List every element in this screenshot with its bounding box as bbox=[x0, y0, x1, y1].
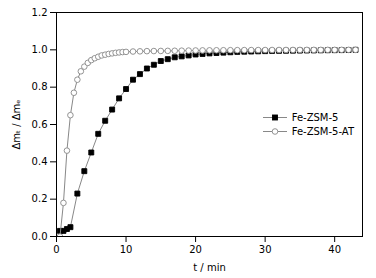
svg-text:t / min: t / min bbox=[193, 262, 226, 273]
svg-text:0.8: 0.8 bbox=[32, 81, 48, 92]
svg-text:40: 40 bbox=[328, 244, 341, 255]
svg-text:1.2: 1.2 bbox=[32, 7, 48, 18]
svg-text:1.0: 1.0 bbox=[32, 44, 48, 55]
svg-text:20: 20 bbox=[189, 244, 202, 255]
svg-text:30: 30 bbox=[259, 244, 272, 255]
svg-text:0: 0 bbox=[53, 244, 59, 255]
svg-text:Δmₜ / Δmₑ: Δmₜ / Δmₑ bbox=[11, 99, 22, 149]
svg-text:10: 10 bbox=[120, 244, 133, 255]
html-text:Fe-ZSM-5-AT: Fe-ZSM-5-AT bbox=[291, 125, 354, 137]
svg-text:0.6: 0.6 bbox=[32, 119, 48, 130]
svg-text:0.4: 0.4 bbox=[32, 156, 48, 167]
svg-text:0.2: 0.2 bbox=[32, 193, 48, 204]
svg-text:0.0: 0.0 bbox=[32, 231, 48, 242]
html-text:Fe-ZSM-5: Fe-ZSM-5 bbox=[291, 111, 339, 123]
